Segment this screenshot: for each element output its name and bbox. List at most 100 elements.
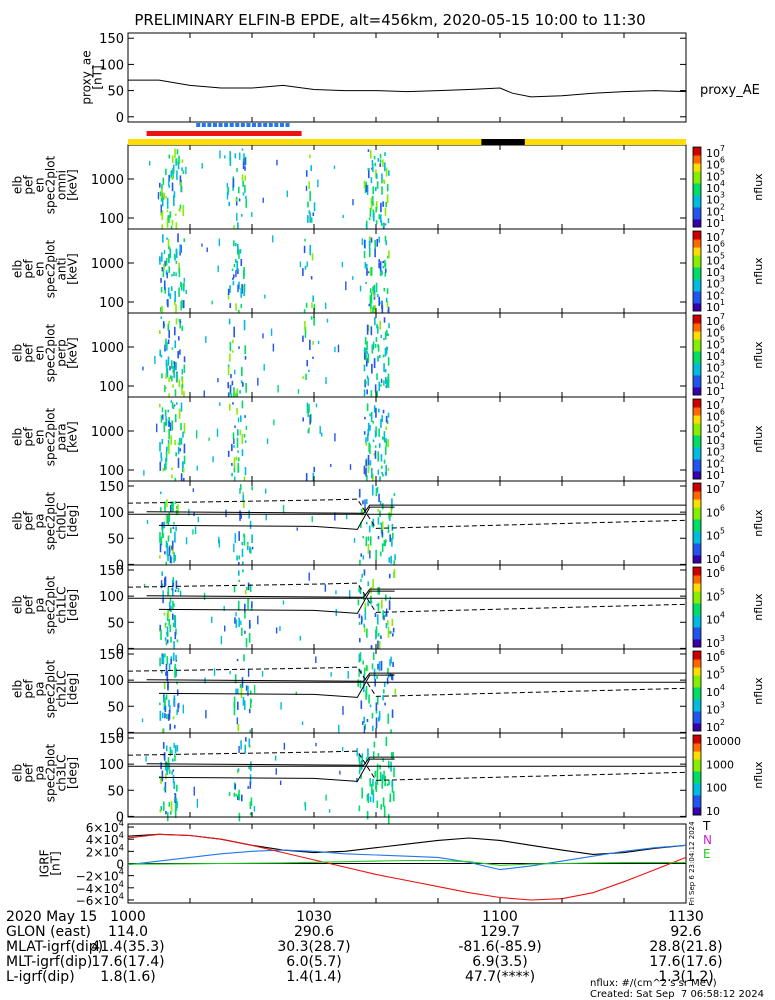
spectrogram-pixel xyxy=(373,284,376,295)
spectrogram-pixel xyxy=(305,170,308,177)
spectrogram-pixel xyxy=(367,543,370,554)
spectrogram-pixel xyxy=(362,500,364,505)
spectrogram-pixel xyxy=(370,199,373,211)
spectrogram-pixel xyxy=(341,747,344,752)
spectrogram-pixel xyxy=(387,412,390,418)
spectrogram-pixel xyxy=(379,771,382,782)
spectrogram-pixel xyxy=(165,514,168,525)
spectrogram-pixel xyxy=(382,409,385,414)
colorbar-frame xyxy=(692,146,702,228)
colorbar-cell xyxy=(693,199,701,202)
colorbar-cell xyxy=(693,781,701,784)
loss-cone-line xyxy=(146,756,686,766)
spectrogram-pixel xyxy=(237,284,239,293)
spectrogram-pixel xyxy=(362,660,364,665)
colorbar-cell xyxy=(693,713,701,716)
spectrogram-pixel xyxy=(308,404,310,413)
spectrogram-pixel xyxy=(315,742,317,747)
spectrogram-pixel xyxy=(164,781,167,793)
spectrogram-pixel xyxy=(159,555,161,559)
spectrogram-pixel xyxy=(309,414,311,425)
colorbar-cell xyxy=(693,753,701,756)
colorbar-cell xyxy=(693,503,701,506)
spectrogram-pixel xyxy=(161,712,164,719)
spectrogram-pixel xyxy=(389,659,391,667)
spectrogram-pixel xyxy=(175,526,177,532)
spectrogram-pixel xyxy=(169,293,172,299)
spectrogram-pixel xyxy=(159,349,162,357)
spectrogram-pixel xyxy=(174,797,176,803)
igrf-ylabel: IGRF[nT] xyxy=(38,849,63,877)
colorbar-cell xyxy=(693,795,701,798)
spectrogram-pixel xyxy=(171,613,174,620)
spectrogram-pixel xyxy=(366,718,369,723)
colorbar-cell xyxy=(693,675,701,678)
spectrogram-pixel xyxy=(174,501,177,504)
colorbar-cell xyxy=(693,423,701,426)
spectrogram-pixel xyxy=(177,446,180,455)
spectrogram-pixel xyxy=(367,324,370,332)
spectrogram-pixel xyxy=(175,506,178,509)
colorbar-cell xyxy=(693,535,701,538)
spectrogram-pixel xyxy=(245,195,247,200)
spectrogram-pixel xyxy=(375,282,378,293)
spectrogram-pixel xyxy=(164,551,166,555)
panel-bg xyxy=(128,565,686,649)
spectrogram-pixel xyxy=(390,673,393,680)
colorbar-cell xyxy=(693,793,701,796)
spectrogram-pixel xyxy=(164,286,166,294)
colorbar-cell xyxy=(693,467,701,470)
spectrogram-pixel xyxy=(370,292,373,304)
spectrogram-pixel xyxy=(306,261,308,267)
spectrogram-pixel xyxy=(308,369,310,372)
colorbar-cell xyxy=(693,293,701,296)
colorbar-cell xyxy=(693,315,701,318)
spectrogram-pixel xyxy=(372,473,374,483)
spectrogram-pixel xyxy=(365,281,367,284)
y-tick-label: 150 xyxy=(99,32,124,47)
spectrogram-pixel xyxy=(242,561,244,566)
spectrogram-pixel xyxy=(378,259,381,263)
colorbar-cell xyxy=(693,507,701,510)
spectrogram-pixel xyxy=(162,801,165,811)
colorbar-cell xyxy=(693,317,701,320)
spectrogram-pixel xyxy=(374,304,376,316)
spectrogram-pixel xyxy=(229,285,231,293)
spectrogram-pixel xyxy=(238,579,241,582)
spectrogram-pixel xyxy=(368,217,371,221)
spectrogram-pixel xyxy=(360,700,363,709)
spectrogram-pixel xyxy=(371,523,373,527)
colorbar-label: nflux xyxy=(752,257,765,285)
spectrogram-pixel xyxy=(240,287,242,298)
spectrogram-pixel xyxy=(180,244,182,253)
spectrogram-pixel xyxy=(166,272,168,279)
spectrogram-pixel xyxy=(365,442,368,446)
spectrogram-pixel xyxy=(236,717,239,725)
spectrogram-pixel xyxy=(164,637,167,641)
spectrogram-pixel xyxy=(167,287,170,297)
spectrogram-pixel xyxy=(378,214,381,220)
spectrogram-pixel xyxy=(245,685,248,691)
spectrogram-pixel xyxy=(387,379,390,388)
spectrogram-pixel xyxy=(177,336,180,341)
spectrogram-pixel xyxy=(391,673,394,681)
spectrogram-pixel xyxy=(372,779,374,787)
spectrogram-pixel xyxy=(379,153,382,159)
spectrogram-pixel xyxy=(159,442,161,452)
spectrogram-pixel xyxy=(238,281,240,290)
spectrogram-pixel xyxy=(359,587,362,594)
spectrogram-pixel xyxy=(237,186,240,194)
spectrogram-pixel xyxy=(352,199,354,206)
colorbar-cell xyxy=(693,551,701,554)
spectrogram-panel-5: 150100500elbpefpaspec2plotch0LC[deg]1071… xyxy=(11,480,766,573)
spectrogram-pixel xyxy=(238,531,240,541)
spectrogram-pixel xyxy=(372,186,375,195)
spectrogram-pixel xyxy=(367,168,370,171)
colorbar-cell xyxy=(693,517,701,520)
colorbar-cell xyxy=(693,463,701,466)
spectrogram-pixel xyxy=(171,401,174,409)
spectrogram-pixel xyxy=(235,456,238,461)
spectrogram-pixel xyxy=(168,428,170,440)
colorbar-frame xyxy=(692,230,702,312)
spectrogram-pixel xyxy=(361,507,364,516)
